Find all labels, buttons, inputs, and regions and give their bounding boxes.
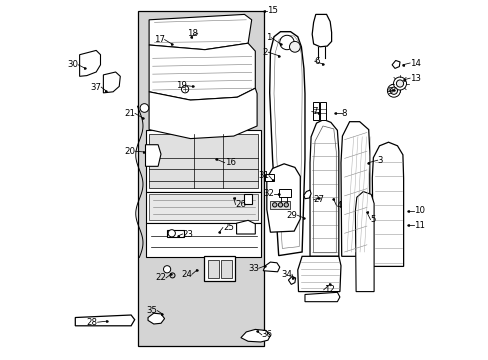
Bar [204, 256, 234, 281]
Text: 10: 10 [413, 206, 425, 215]
Text: 14: 14 [409, 59, 420, 68]
Bar [265, 174, 274, 181]
Text: 27: 27 [313, 195, 324, 204]
Circle shape [168, 230, 175, 237]
Text: 12: 12 [323, 285, 334, 294]
Text: 37: 37 [90, 83, 101, 92]
Polygon shape [75, 315, 134, 326]
Polygon shape [236, 220, 255, 234]
Text: 13: 13 [409, 74, 420, 83]
Text: 8: 8 [341, 109, 346, 118]
Polygon shape [149, 88, 257, 139]
Circle shape [386, 84, 400, 97]
Text: 22: 22 [155, 274, 166, 282]
Polygon shape [244, 194, 252, 204]
Circle shape [396, 80, 403, 87]
Text: 1: 1 [265, 33, 271, 42]
Text: 20: 20 [124, 147, 135, 156]
Text: 26: 26 [235, 200, 246, 209]
Text: 7: 7 [311, 107, 317, 116]
Polygon shape [371, 142, 403, 266]
Text: 21: 21 [124, 109, 135, 118]
Polygon shape [391, 60, 399, 68]
Text: 24: 24 [181, 270, 192, 279]
Text: 11: 11 [413, 220, 425, 230]
Text: 15: 15 [266, 6, 278, 15]
Bar [320, 102, 325, 120]
Polygon shape [297, 256, 340, 292]
Text: 2: 2 [262, 48, 268, 57]
Circle shape [181, 86, 188, 93]
Text: 4: 4 [336, 201, 341, 210]
Text: 19: 19 [176, 81, 186, 90]
Polygon shape [145, 145, 161, 166]
Text: 35: 35 [146, 306, 157, 315]
Circle shape [140, 104, 148, 112]
Polygon shape [103, 72, 120, 93]
Polygon shape [263, 262, 279, 272]
Text: 28: 28 [86, 318, 98, 327]
Circle shape [284, 203, 288, 207]
Circle shape [289, 41, 300, 52]
Circle shape [389, 87, 397, 94]
Polygon shape [309, 120, 338, 256]
Text: 23: 23 [182, 230, 193, 239]
Text: 31: 31 [258, 171, 268, 180]
Polygon shape [148, 313, 164, 324]
Polygon shape [305, 292, 339, 302]
Text: 25: 25 [223, 223, 233, 232]
Circle shape [393, 77, 406, 90]
Polygon shape [208, 260, 219, 278]
Polygon shape [266, 164, 300, 232]
Polygon shape [149, 43, 255, 100]
Polygon shape [145, 192, 260, 223]
Bar [138, 11, 264, 346]
Polygon shape [269, 32, 305, 256]
Polygon shape [221, 260, 231, 278]
Circle shape [272, 203, 276, 207]
Text: 30: 30 [67, 60, 78, 69]
Circle shape [170, 273, 175, 278]
Text: 36: 36 [261, 330, 272, 339]
Circle shape [279, 35, 294, 50]
Text: 5: 5 [370, 215, 375, 224]
Text: 33: 33 [247, 264, 258, 273]
Polygon shape [167, 230, 183, 237]
Polygon shape [145, 130, 260, 192]
Polygon shape [149, 194, 258, 220]
Circle shape [163, 266, 170, 273]
Circle shape [278, 203, 282, 207]
Text: 9: 9 [387, 87, 392, 96]
Bar [278, 189, 291, 197]
Text: 6: 6 [314, 57, 320, 66]
Polygon shape [311, 14, 331, 47]
Text: 18: 18 [186, 29, 197, 38]
Polygon shape [80, 50, 101, 76]
Polygon shape [241, 329, 270, 342]
Bar [312, 102, 318, 120]
Text: 16: 16 [224, 158, 235, 167]
Polygon shape [303, 190, 310, 199]
Text: 32: 32 [263, 189, 274, 198]
Polygon shape [149, 14, 251, 50]
Polygon shape [149, 134, 258, 188]
Text: 34: 34 [281, 270, 291, 279]
Polygon shape [145, 223, 260, 257]
Text: 29: 29 [286, 211, 297, 220]
Polygon shape [340, 122, 369, 256]
Polygon shape [355, 192, 373, 292]
Text: 17: 17 [153, 35, 164, 44]
Text: 3: 3 [377, 156, 383, 165]
Polygon shape [288, 276, 295, 284]
Bar [270, 201, 289, 209]
